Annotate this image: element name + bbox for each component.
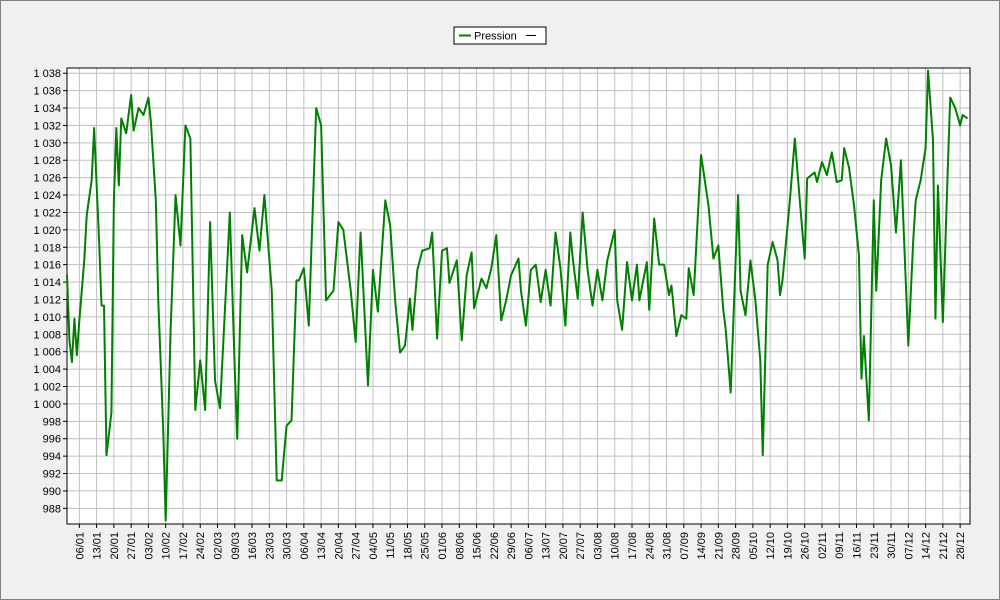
x-tick-label: 17/02 bbox=[178, 532, 190, 560]
y-tick-label: 1 034 bbox=[33, 103, 61, 115]
x-tick-label: 23/03 bbox=[264, 532, 276, 560]
x-tick-label: 17/08 bbox=[627, 532, 639, 560]
y-tick-label: 988 bbox=[43, 503, 61, 515]
y-tick-label: 990 bbox=[43, 486, 61, 498]
x-tick-label: 26/10 bbox=[800, 532, 812, 560]
x-tick-label: 27/07 bbox=[575, 532, 587, 560]
y-tick-label: 1 036 bbox=[33, 86, 61, 98]
x-tick-label: 19/10 bbox=[782, 532, 794, 560]
x-tick-label: 06/04 bbox=[299, 532, 311, 560]
y-tick-label: 1 004 bbox=[33, 364, 61, 376]
y-tick-label: 994 bbox=[43, 451, 61, 463]
x-tick-label: 01/06 bbox=[437, 532, 449, 560]
y-tick-label: 1 002 bbox=[33, 382, 61, 394]
x-tick-label: 08/06 bbox=[454, 532, 466, 560]
y-tick-label: 1 018 bbox=[33, 242, 61, 254]
x-tick-label: 13/07 bbox=[541, 532, 553, 560]
legend-box bbox=[453, 26, 547, 45]
legend-label: Pression bbox=[474, 31, 517, 43]
x-tick-label: 27/04 bbox=[351, 532, 363, 560]
y-tick-label: 992 bbox=[43, 469, 61, 481]
legend: Pression bbox=[453, 26, 547, 45]
x-tick-label: 30/03 bbox=[282, 532, 294, 560]
x-tick-label: 09/11 bbox=[834, 532, 846, 559]
x-tick-label: 31/08 bbox=[662, 532, 674, 560]
plot-area bbox=[67, 68, 970, 524]
x-tick-label: 24/08 bbox=[644, 532, 656, 560]
x-tick-label: 21/09 bbox=[713, 532, 725, 560]
x-tick-label: 27/01 bbox=[126, 532, 138, 560]
x-tick-label: 16/03 bbox=[247, 532, 259, 560]
x-tick-label: 15/06 bbox=[472, 532, 484, 560]
x-tick-label: 06/07 bbox=[523, 532, 535, 560]
y-tick-label: 1 020 bbox=[33, 225, 61, 237]
y-tick-label: 1 028 bbox=[33, 155, 61, 167]
y-tick-label: 1 012 bbox=[33, 294, 61, 306]
x-tick-label: 05/10 bbox=[748, 532, 760, 560]
x-tick-label: 14/12 bbox=[921, 532, 933, 560]
grid bbox=[67, 68, 970, 524]
line-series bbox=[66, 69, 969, 522]
x-tick-label: 13/04 bbox=[316, 532, 328, 560]
y-tick-label: 1 026 bbox=[33, 173, 61, 185]
x-tick-label: 03/02 bbox=[143, 532, 155, 560]
x-tick-label: 28/09 bbox=[731, 532, 743, 560]
x-tick-label: 20/01 bbox=[109, 532, 121, 560]
x-tick-label: 28/12 bbox=[955, 532, 967, 560]
y-tick-label: 996 bbox=[43, 434, 61, 446]
x-tick-label: 20/04 bbox=[333, 532, 345, 560]
y-tick-label: 1 030 bbox=[33, 138, 61, 150]
x-tick-label: 16/11 bbox=[852, 532, 864, 559]
y-tick-label: 1 010 bbox=[33, 312, 61, 324]
x-tick-label: 02/11 bbox=[817, 532, 829, 559]
y-tick-label: 998 bbox=[43, 416, 61, 428]
x-tick-label: 06/01 bbox=[74, 532, 86, 560]
x-tick-label: 29/06 bbox=[506, 532, 518, 560]
x-tick-label: 24/02 bbox=[195, 532, 207, 560]
x-tick-label: 23/11 bbox=[869, 532, 881, 559]
x-tick-label: 04/05 bbox=[368, 532, 380, 560]
x-tick-label: 12/10 bbox=[765, 532, 777, 560]
x-tick-label: 03/08 bbox=[592, 532, 604, 560]
y-tick-label: 1 016 bbox=[33, 260, 61, 272]
y-tick-label: 1 032 bbox=[33, 120, 61, 132]
x-tick-label: 11/05 bbox=[385, 532, 397, 559]
y-tick-label: 1 022 bbox=[33, 207, 61, 219]
y-tick-label: 1 014 bbox=[33, 277, 61, 289]
x-tick-label: 18/05 bbox=[402, 532, 414, 560]
x-tick-label: 14/09 bbox=[696, 532, 708, 560]
y-tick-label: 1 008 bbox=[33, 329, 61, 341]
x-tick-label: 20/07 bbox=[558, 532, 570, 560]
x-tick-label: 21/12 bbox=[938, 532, 950, 560]
x-tick-label: 13/01 bbox=[92, 532, 104, 560]
x-tick-label: 09/03 bbox=[230, 532, 242, 560]
x-tick-label: 10/08 bbox=[610, 532, 622, 560]
x-tick-label: 02/03 bbox=[213, 532, 225, 560]
x-tick-label: 22/06 bbox=[489, 532, 501, 560]
y-tick-label: 1 038 bbox=[33, 68, 61, 80]
y-tick-label: 1 024 bbox=[33, 190, 61, 202]
x-tick-label: 07/12 bbox=[903, 532, 915, 560]
x-tick-label: 10/02 bbox=[161, 532, 173, 560]
y-tick-label: 1 006 bbox=[33, 347, 61, 359]
x-tick-label: 25/05 bbox=[420, 532, 432, 560]
y-tick-label: 1 000 bbox=[33, 399, 61, 411]
x-tick-label: 07/09 bbox=[679, 532, 691, 560]
x-tick-label: 30/11 bbox=[886, 532, 898, 559]
